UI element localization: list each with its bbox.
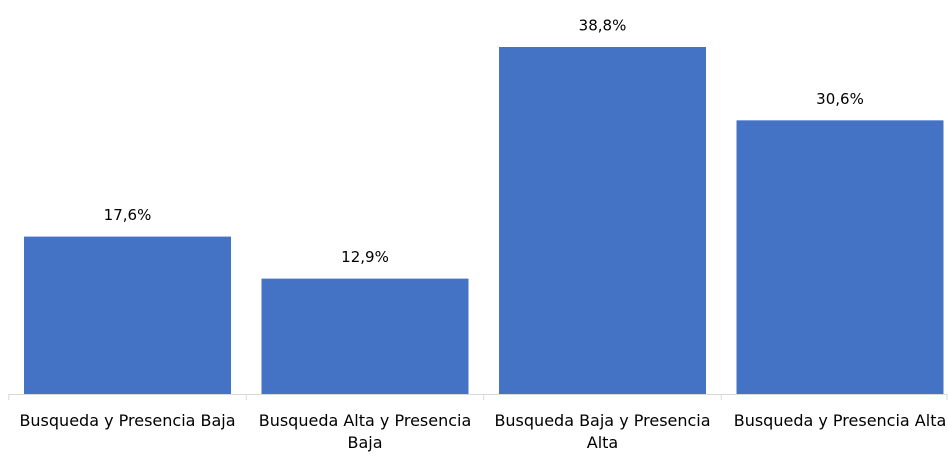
data-label: 30,6% xyxy=(816,90,864,108)
bar xyxy=(24,236,231,394)
bar xyxy=(261,278,469,394)
x-tick-label: Busqueda y Presencia Alta xyxy=(733,411,947,430)
x-tick-label: Busqueda y Presencia Baja xyxy=(19,411,236,430)
x-tick-label: Busqueda Baja y Presencia Alta xyxy=(494,411,711,452)
data-label: 38,8% xyxy=(579,17,627,35)
x-tick-label: Busqueda Alta y Presencia Baja xyxy=(258,411,472,452)
bar xyxy=(499,47,706,394)
data-label: 17,6% xyxy=(104,206,152,224)
bar xyxy=(736,120,944,394)
data-label: 12,9% xyxy=(341,248,389,266)
